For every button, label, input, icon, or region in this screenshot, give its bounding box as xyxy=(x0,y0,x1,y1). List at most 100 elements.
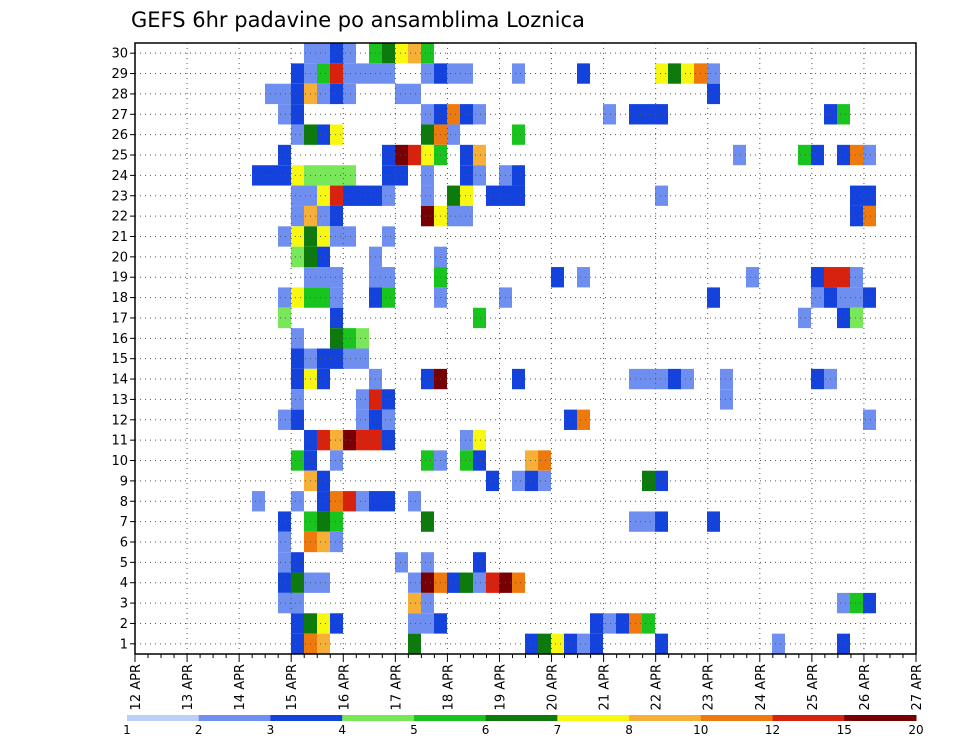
heatmap-cell xyxy=(343,185,356,206)
heatmap-cell xyxy=(577,267,590,288)
heatmap-cell xyxy=(317,205,330,227)
heatmap-cell xyxy=(278,287,291,308)
heatmap-cell xyxy=(512,63,525,84)
x-tick-label: 13 APR xyxy=(181,664,196,710)
legend-swatch xyxy=(629,715,702,721)
heatmap-cell xyxy=(733,144,746,166)
x-tick-label: 23 APR xyxy=(702,664,717,710)
y-tick-label: 20 xyxy=(111,250,128,265)
heatmap-cell xyxy=(330,613,343,634)
y-axis: 1234567891011121314151617181920212223242… xyxy=(111,47,135,652)
heatmap-cell xyxy=(798,144,811,166)
heatmap-cell xyxy=(421,165,434,186)
heatmap-cell xyxy=(473,552,486,573)
heatmap-cell xyxy=(330,226,343,247)
heatmap-cell xyxy=(655,185,668,206)
y-tick-label: 21 xyxy=(111,230,128,245)
heatmap-cell xyxy=(707,63,720,84)
heatmap-cell xyxy=(603,104,616,125)
heatmap-cell xyxy=(512,572,525,593)
heatmap-cell xyxy=(577,409,590,430)
heatmap-cell xyxy=(850,307,863,329)
heatmap-cell xyxy=(278,104,291,125)
heatmap-cell xyxy=(408,491,421,512)
heatmap-cell xyxy=(473,307,486,329)
heatmap-cell xyxy=(655,63,668,84)
heatmap-cell xyxy=(811,368,824,390)
heatmap-cell xyxy=(278,592,291,614)
heatmap-cell xyxy=(291,389,304,410)
y-tick-label: 28 xyxy=(111,87,128,102)
y-tick-label: 27 xyxy=(111,108,128,123)
heatmap-cell xyxy=(642,613,655,634)
heatmap-cell xyxy=(473,429,486,451)
heatmap-cell xyxy=(330,287,343,308)
heatmap-cell xyxy=(382,287,395,308)
heatmap-cell xyxy=(538,450,551,471)
y-tick-label: 17 xyxy=(111,311,128,326)
heatmap-cell xyxy=(772,633,785,654)
x-axis: 12 APR 13 APR 14 APR 15 APR 16 APR 17 APR 18 A… xyxy=(129,654,925,710)
y-tick-label: 25 xyxy=(111,149,128,164)
heatmap-cell xyxy=(616,613,629,634)
heatmap-cell xyxy=(447,205,460,227)
heatmap-cell xyxy=(421,185,434,206)
heatmap-cell xyxy=(421,592,434,614)
heatmap-cell xyxy=(343,491,356,512)
heatmap-cell xyxy=(642,368,655,390)
legend-label: 5 xyxy=(410,723,418,737)
heatmap-cell xyxy=(421,205,434,227)
legend-swatch xyxy=(844,715,917,721)
legend-label: 20 xyxy=(908,723,923,737)
heatmap-cell xyxy=(330,63,343,84)
heatmap-cell xyxy=(317,613,330,634)
heatmap-cell xyxy=(317,633,330,654)
heatmap-cell xyxy=(408,572,421,593)
heatmap-cell xyxy=(291,246,304,268)
heatmap-cell xyxy=(291,572,304,593)
heatmap-cell xyxy=(278,409,291,430)
heatmap-cell xyxy=(330,348,343,369)
heatmap-cell xyxy=(421,511,434,532)
heatmap-cell xyxy=(421,124,434,145)
legend-label: 2 xyxy=(195,723,203,737)
heatmap-cell xyxy=(330,450,343,471)
heatmap-cell xyxy=(460,63,473,84)
heatmap-cell xyxy=(291,592,304,614)
heatmap-cell xyxy=(343,165,356,186)
heatmap-cell xyxy=(382,144,395,166)
heatmap-cell xyxy=(278,572,291,593)
y-tick-label: 2 xyxy=(120,617,128,632)
heatmap-cell xyxy=(395,83,408,105)
heatmap-cell xyxy=(343,226,356,247)
heatmap-cell xyxy=(343,63,356,84)
heatmap-cell xyxy=(707,511,720,532)
y-tick-label: 9 xyxy=(120,474,128,489)
heatmap-cell xyxy=(317,287,330,308)
heatmap-cell xyxy=(421,450,434,471)
heatmap-cell xyxy=(356,185,369,206)
heatmap-cell xyxy=(330,124,343,145)
heatmap-cell xyxy=(343,328,356,349)
heatmap-cell xyxy=(421,572,434,593)
heatmap-cell xyxy=(317,491,330,512)
heatmap-cell xyxy=(265,165,278,186)
heatmap-cell xyxy=(317,531,330,553)
y-tick-label: 8 xyxy=(120,495,128,510)
legend-label: 12 xyxy=(765,723,780,737)
heatmap-cell xyxy=(538,470,551,492)
heatmap-cell xyxy=(317,83,330,105)
heatmap-cell xyxy=(291,185,304,206)
heatmap-cell xyxy=(447,63,460,84)
y-tick-label: 6 xyxy=(120,535,128,550)
heatmap-cell xyxy=(421,144,434,166)
heatmap-cell xyxy=(343,429,356,451)
heatmap-cell xyxy=(525,450,538,471)
heatmap-cell xyxy=(252,165,265,186)
y-tick-label: 3 xyxy=(120,597,128,612)
heatmap-cell xyxy=(850,267,863,288)
x-tick-label: 18 APR xyxy=(441,664,456,710)
heatmap-cell xyxy=(590,633,603,654)
heatmap-cell xyxy=(291,63,304,84)
